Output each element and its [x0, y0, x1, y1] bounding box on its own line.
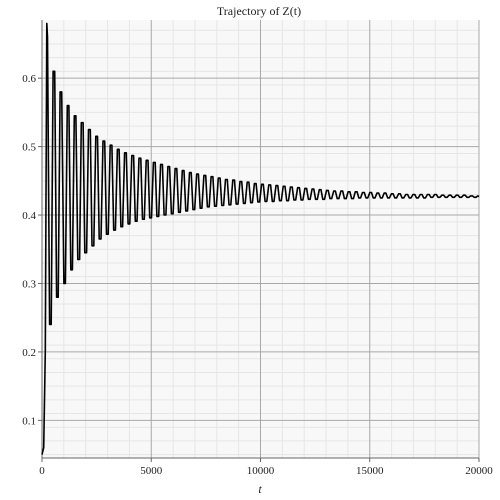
chart-title: Trajectory of Z(t) — [217, 4, 301, 18]
x-tick-label: 15000 — [356, 465, 384, 477]
y-tick-label: 0.1 — [22, 415, 36, 427]
x-tick-label: 10000 — [247, 465, 275, 477]
x-tick-label: 20000 — [465, 465, 493, 477]
series-layer — [41, 22, 480, 455]
y-tick-label: 0.6 — [22, 73, 36, 85]
y-tick-label: 0.2 — [22, 347, 36, 359]
axes — [38, 20, 480, 462]
series-line — [41, 22, 480, 455]
tick-labels: 0 5000 10000 15000 20000 0.1 0.2 0.3 0.4 0.5 0.6 — [22, 73, 493, 477]
y-tick-label: 0.4 — [22, 210, 36, 222]
y-tick-label: 0.3 — [22, 278, 36, 290]
x-axis-label: t — [258, 482, 262, 496]
grid — [41, 20, 480, 458]
y-tick-label: 0.5 — [22, 142, 36, 154]
x-tick-label: 0 — [39, 465, 45, 477]
x-tick-label: 5000 — [140, 465, 163, 477]
